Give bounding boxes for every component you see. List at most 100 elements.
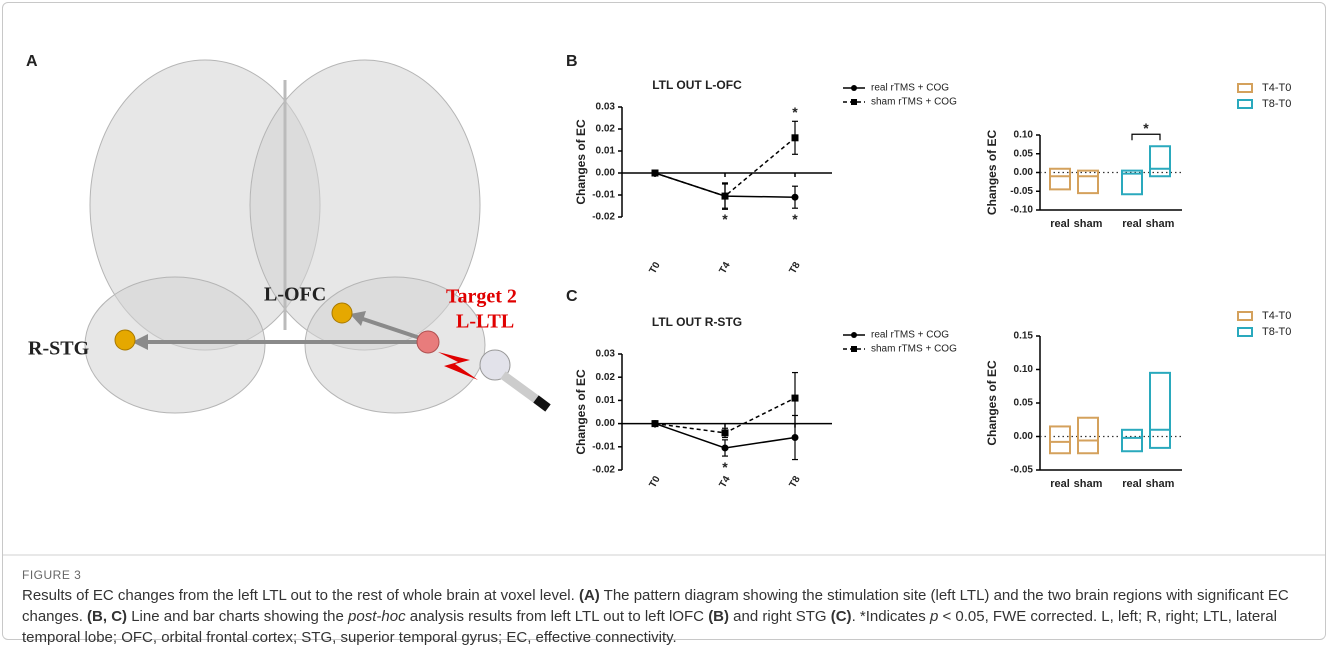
significance-star: * bbox=[792, 211, 798, 227]
brain-diagram: R-STG L-OFC Target 2 L-LTL bbox=[28, 60, 548, 413]
data-point bbox=[792, 395, 799, 402]
y-axis-label: Changes of EC bbox=[574, 369, 588, 455]
x-tick-label: T8 bbox=[787, 474, 803, 490]
y-tick-label: -0.10 bbox=[1010, 205, 1033, 216]
data-point bbox=[792, 194, 799, 201]
target-label: L-LTL bbox=[456, 311, 514, 333]
x-tick-label: T8 bbox=[787, 260, 803, 276]
caption-run: (A) bbox=[579, 587, 600, 604]
x-tick-label: sham bbox=[1074, 218, 1103, 230]
x-tick-label: real bbox=[1050, 218, 1070, 230]
y-tick-label: 0.15 bbox=[1014, 331, 1034, 342]
region-label: L-OFC bbox=[264, 284, 326, 306]
x-tick-label: real bbox=[1122, 478, 1142, 490]
left-temporal bbox=[85, 277, 265, 413]
x-tick-label: T0 bbox=[647, 260, 663, 276]
y-tick-label: 0.05 bbox=[1014, 148, 1034, 159]
data-point bbox=[652, 170, 659, 177]
caption-run: Line and bar charts showing the bbox=[127, 608, 348, 625]
floating-bar bbox=[1050, 426, 1070, 453]
y-tick-label: 0.00 bbox=[596, 168, 616, 179]
panel-label: A bbox=[26, 53, 38, 70]
y-tick-label: -0.01 bbox=[592, 441, 615, 452]
legend-swatch bbox=[1238, 100, 1252, 108]
legend-label: T8-T0 bbox=[1262, 326, 1291, 338]
y-axis-label: Changes of EC bbox=[574, 119, 588, 205]
y-tick-label: 0.03 bbox=[596, 102, 616, 113]
region-label: R-STG bbox=[28, 338, 90, 360]
coil-tip bbox=[536, 399, 548, 408]
panel-label: C bbox=[566, 288, 578, 305]
floating-bar bbox=[1050, 169, 1070, 190]
y-tick-label: -0.02 bbox=[592, 212, 615, 223]
y-tick-label: 0.01 bbox=[596, 146, 616, 157]
legend-label: real rTMS + COG bbox=[871, 83, 949, 94]
x-tick-label: T4 bbox=[717, 474, 733, 490]
data-point bbox=[652, 420, 659, 427]
caption-run: (C) bbox=[831, 608, 852, 625]
y-tick-label: 0.02 bbox=[596, 372, 616, 383]
y-tick-label: -0.05 bbox=[1010, 465, 1033, 476]
y-tick-label: -0.02 bbox=[592, 465, 615, 476]
significance-star: * bbox=[722, 459, 728, 475]
significance-star: * bbox=[792, 104, 798, 120]
legend-marker bbox=[851, 85, 857, 91]
x-tick-label: sham bbox=[1074, 478, 1103, 490]
legend-label: sham rTMS + COG bbox=[871, 97, 957, 108]
caption-run: (B, C) bbox=[87, 608, 127, 625]
legend-label: T4-T0 bbox=[1262, 82, 1291, 94]
caption-run: post-hoc bbox=[348, 608, 406, 625]
legend-label: real rTMS + COG bbox=[871, 330, 949, 341]
y-tick-label: 0.03 bbox=[596, 349, 616, 360]
legend-label: T8-T0 bbox=[1262, 98, 1291, 110]
panel-label: B bbox=[566, 53, 578, 70]
x-tick-label: real bbox=[1122, 218, 1142, 230]
y-tick-label: -0.05 bbox=[1010, 186, 1033, 197]
x-tick-label: sham bbox=[1146, 218, 1175, 230]
legend-marker bbox=[851, 332, 857, 338]
legend-label: T4-T0 bbox=[1262, 310, 1291, 322]
x-tick-label: sham bbox=[1146, 478, 1175, 490]
y-tick-label: 0.00 bbox=[596, 418, 616, 429]
caption-run: and right STG bbox=[729, 608, 831, 625]
caption-run: analysis results from left LTL out to le… bbox=[406, 608, 709, 625]
x-tick-label: T4 bbox=[717, 260, 733, 276]
floating-bar bbox=[1150, 146, 1170, 176]
data-point bbox=[792, 134, 799, 141]
y-tick-label: 0.02 bbox=[596, 124, 616, 135]
floating-bar bbox=[1078, 418, 1098, 454]
chart-title: LTL OUT L-OFC bbox=[652, 78, 742, 92]
y-tick-label: 0.00 bbox=[1014, 167, 1034, 178]
caption-run: Results of EC changes from the left LTL … bbox=[22, 587, 579, 604]
y-tick-label: 0.05 bbox=[1014, 398, 1034, 409]
significance-star: * bbox=[722, 211, 728, 227]
legend-marker bbox=[851, 346, 857, 352]
y-axis-label: Changes of EC bbox=[985, 360, 999, 446]
y-tick-label: 0.00 bbox=[1014, 431, 1034, 442]
data-point bbox=[722, 444, 729, 451]
caption-run: . *Indicates bbox=[852, 608, 930, 625]
significance-star: * bbox=[1143, 120, 1149, 136]
y-axis-label: Changes of EC bbox=[985, 129, 999, 215]
floating-bar bbox=[1122, 430, 1142, 451]
y-tick-label: 0.10 bbox=[1014, 364, 1034, 375]
legend-label: sham rTMS + COG bbox=[871, 344, 957, 355]
legend-swatch bbox=[1238, 84, 1252, 92]
x-tick-label: real bbox=[1050, 478, 1070, 490]
chart-title: LTL OUT R-STG bbox=[652, 315, 742, 329]
caption-label: FIGURE 3 bbox=[22, 568, 81, 582]
legend-swatch bbox=[1238, 328, 1252, 336]
caption: Results of EC changes from the left LTL … bbox=[22, 585, 1307, 648]
legend-marker bbox=[851, 99, 857, 105]
y-tick-label: -0.01 bbox=[592, 190, 615, 201]
l-ofc-node bbox=[332, 303, 352, 323]
figure: A B C R-STG L-OFC Target 2 L-LTL 0.03 0.0… bbox=[0, 0, 1328, 556]
y-tick-label: 0.10 bbox=[1014, 130, 1034, 141]
caption-run: (B) bbox=[708, 608, 729, 625]
x-tick-label: T0 bbox=[647, 474, 663, 490]
data-point bbox=[722, 429, 729, 436]
r-stg-node bbox=[115, 330, 135, 350]
target-label: Target 2 bbox=[446, 286, 517, 308]
legend-swatch bbox=[1238, 312, 1252, 320]
floating-bar bbox=[1078, 171, 1098, 194]
